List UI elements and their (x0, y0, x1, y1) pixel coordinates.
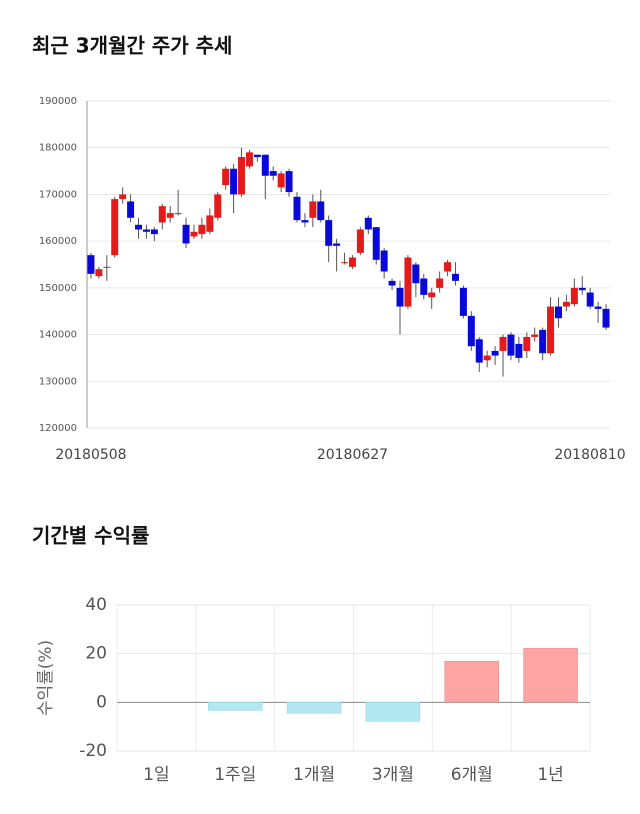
candle-body (158, 206, 166, 223)
candle-body (261, 154, 269, 176)
candle-body (396, 287, 404, 307)
y-tick-label: 120000 (39, 423, 77, 434)
y-tick-label: -20 (79, 741, 107, 761)
candle-body (467, 315, 475, 347)
bar (365, 702, 421, 722)
y-tick-label: 170000 (39, 189, 77, 200)
candle-body (586, 292, 594, 307)
candle-body (182, 224, 190, 244)
x-tick-label: 1개월 (293, 765, 335, 785)
candle-body (198, 224, 206, 235)
candle-body (238, 157, 246, 195)
candle-body (341, 262, 349, 264)
bar (208, 702, 263, 711)
chart-title: 최근 3개월간 주가 추세 (32, 34, 232, 58)
chart-title: 기간별 수익률 (32, 524, 149, 548)
candle-body (444, 262, 452, 272)
candle-body (570, 287, 578, 305)
candle-body (539, 329, 547, 354)
candle-body (103, 266, 111, 268)
candle-body (451, 273, 459, 281)
candle-body (285, 171, 293, 193)
candle-body (309, 201, 317, 218)
candle-body (491, 350, 499, 356)
candle-body (245, 152, 253, 167)
candle-body (174, 213, 182, 215)
candle-body (404, 257, 412, 307)
candle-body (594, 306, 602, 309)
x-tick-label: 6개월 (451, 765, 493, 785)
candle-body (325, 220, 333, 246)
bar (523, 648, 578, 703)
candle-body (562, 301, 570, 307)
candle-body (301, 220, 309, 223)
x-tick-label: 1일 (143, 765, 169, 785)
candle-body (253, 154, 261, 158)
candle-body (230, 168, 238, 195)
x-tick-label: 20180810 (554, 447, 625, 463)
candle-body (293, 196, 301, 221)
y-tick-label: 0 (96, 692, 107, 712)
candle-body (333, 243, 341, 246)
candle-body (602, 308, 610, 328)
candle-body (356, 229, 364, 253)
candle-body (388, 280, 396, 286)
candle-body (523, 336, 531, 351)
candle-body (119, 194, 127, 200)
candle-body (166, 213, 174, 218)
candle-body (554, 306, 562, 319)
candle-body (372, 227, 380, 260)
y-tick-label: 190000 (39, 96, 77, 107)
candle-body (95, 269, 103, 277)
candle-body (364, 217, 372, 230)
x-tick-label: 1년 (537, 765, 563, 785)
candle-body (420, 278, 428, 295)
candle-body (531, 334, 539, 337)
candle-body (87, 255, 95, 274)
y-axis-label: 수익률(%) (36, 640, 56, 716)
bar (444, 660, 499, 703)
candle-body (111, 199, 119, 256)
candle-body (507, 334, 515, 356)
candle-body (222, 168, 230, 186)
y-tick-label: 20 (85, 644, 107, 664)
candle-body (475, 339, 483, 363)
y-tick-label: 180000 (39, 143, 77, 154)
y-tick-label: 150000 (39, 283, 77, 294)
candle-body (190, 231, 198, 237)
candle-body (277, 173, 285, 188)
candle-body (436, 278, 444, 288)
candle-body (348, 257, 356, 267)
x-tick-label: 3개월 (372, 765, 414, 785)
bar (286, 702, 342, 714)
y-tick-label: 160000 (39, 236, 77, 247)
y-tick-label: 130000 (39, 376, 77, 387)
candle-body (135, 224, 143, 230)
candle-body (483, 355, 491, 361)
candle-body (206, 215, 214, 232)
candle-body (515, 343, 523, 358)
candle-body (459, 287, 467, 316)
candle-body (412, 264, 420, 284)
candle-body (127, 201, 135, 218)
y-tick-label: 140000 (39, 330, 77, 341)
candle-body (150, 229, 158, 235)
candle-body (428, 292, 436, 298)
x-tick-label: 1주일 (214, 765, 256, 785)
candle-body (547, 306, 555, 354)
candle-body (317, 201, 325, 221)
candle-body (380, 250, 388, 272)
candle-body (142, 229, 150, 232)
candle-body (499, 336, 507, 351)
candle-body (269, 171, 277, 176)
candle-body (578, 287, 586, 291)
y-tick-label: 40 (85, 595, 107, 615)
candle-body (214, 194, 222, 218)
x-tick-label: 20180508 (55, 447, 126, 463)
x-tick-label: 20180627 (317, 447, 388, 463)
